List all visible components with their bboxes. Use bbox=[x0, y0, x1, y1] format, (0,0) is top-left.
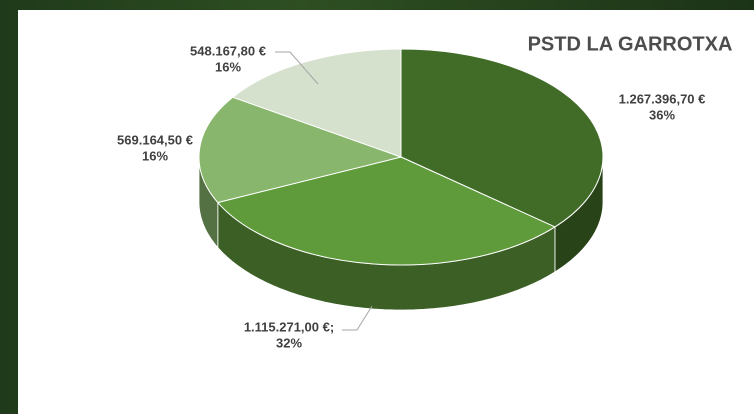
slice bbox=[231, 48, 402, 158]
percentage-label: 36% bbox=[649, 107, 675, 122]
percentage-label: 32% bbox=[276, 335, 302, 350]
slice bbox=[216, 156, 556, 266]
chart-title: PSTD LA GARROTXA bbox=[528, 33, 733, 55]
value-label: 569.164,50 € bbox=[117, 132, 193, 147]
leader-line bbox=[342, 305, 373, 331]
percentage-label: 16% bbox=[215, 59, 241, 74]
slice bbox=[400, 48, 604, 228]
value-label: 548.167,80 € bbox=[190, 43, 266, 58]
leader-line bbox=[275, 51, 319, 85]
slice bbox=[198, 96, 403, 204]
value-label: 1.115.271,00 €; bbox=[244, 319, 334, 334]
percentage-label: 16% bbox=[142, 148, 168, 163]
value-label: 1.267.396,70 € bbox=[619, 91, 706, 106]
